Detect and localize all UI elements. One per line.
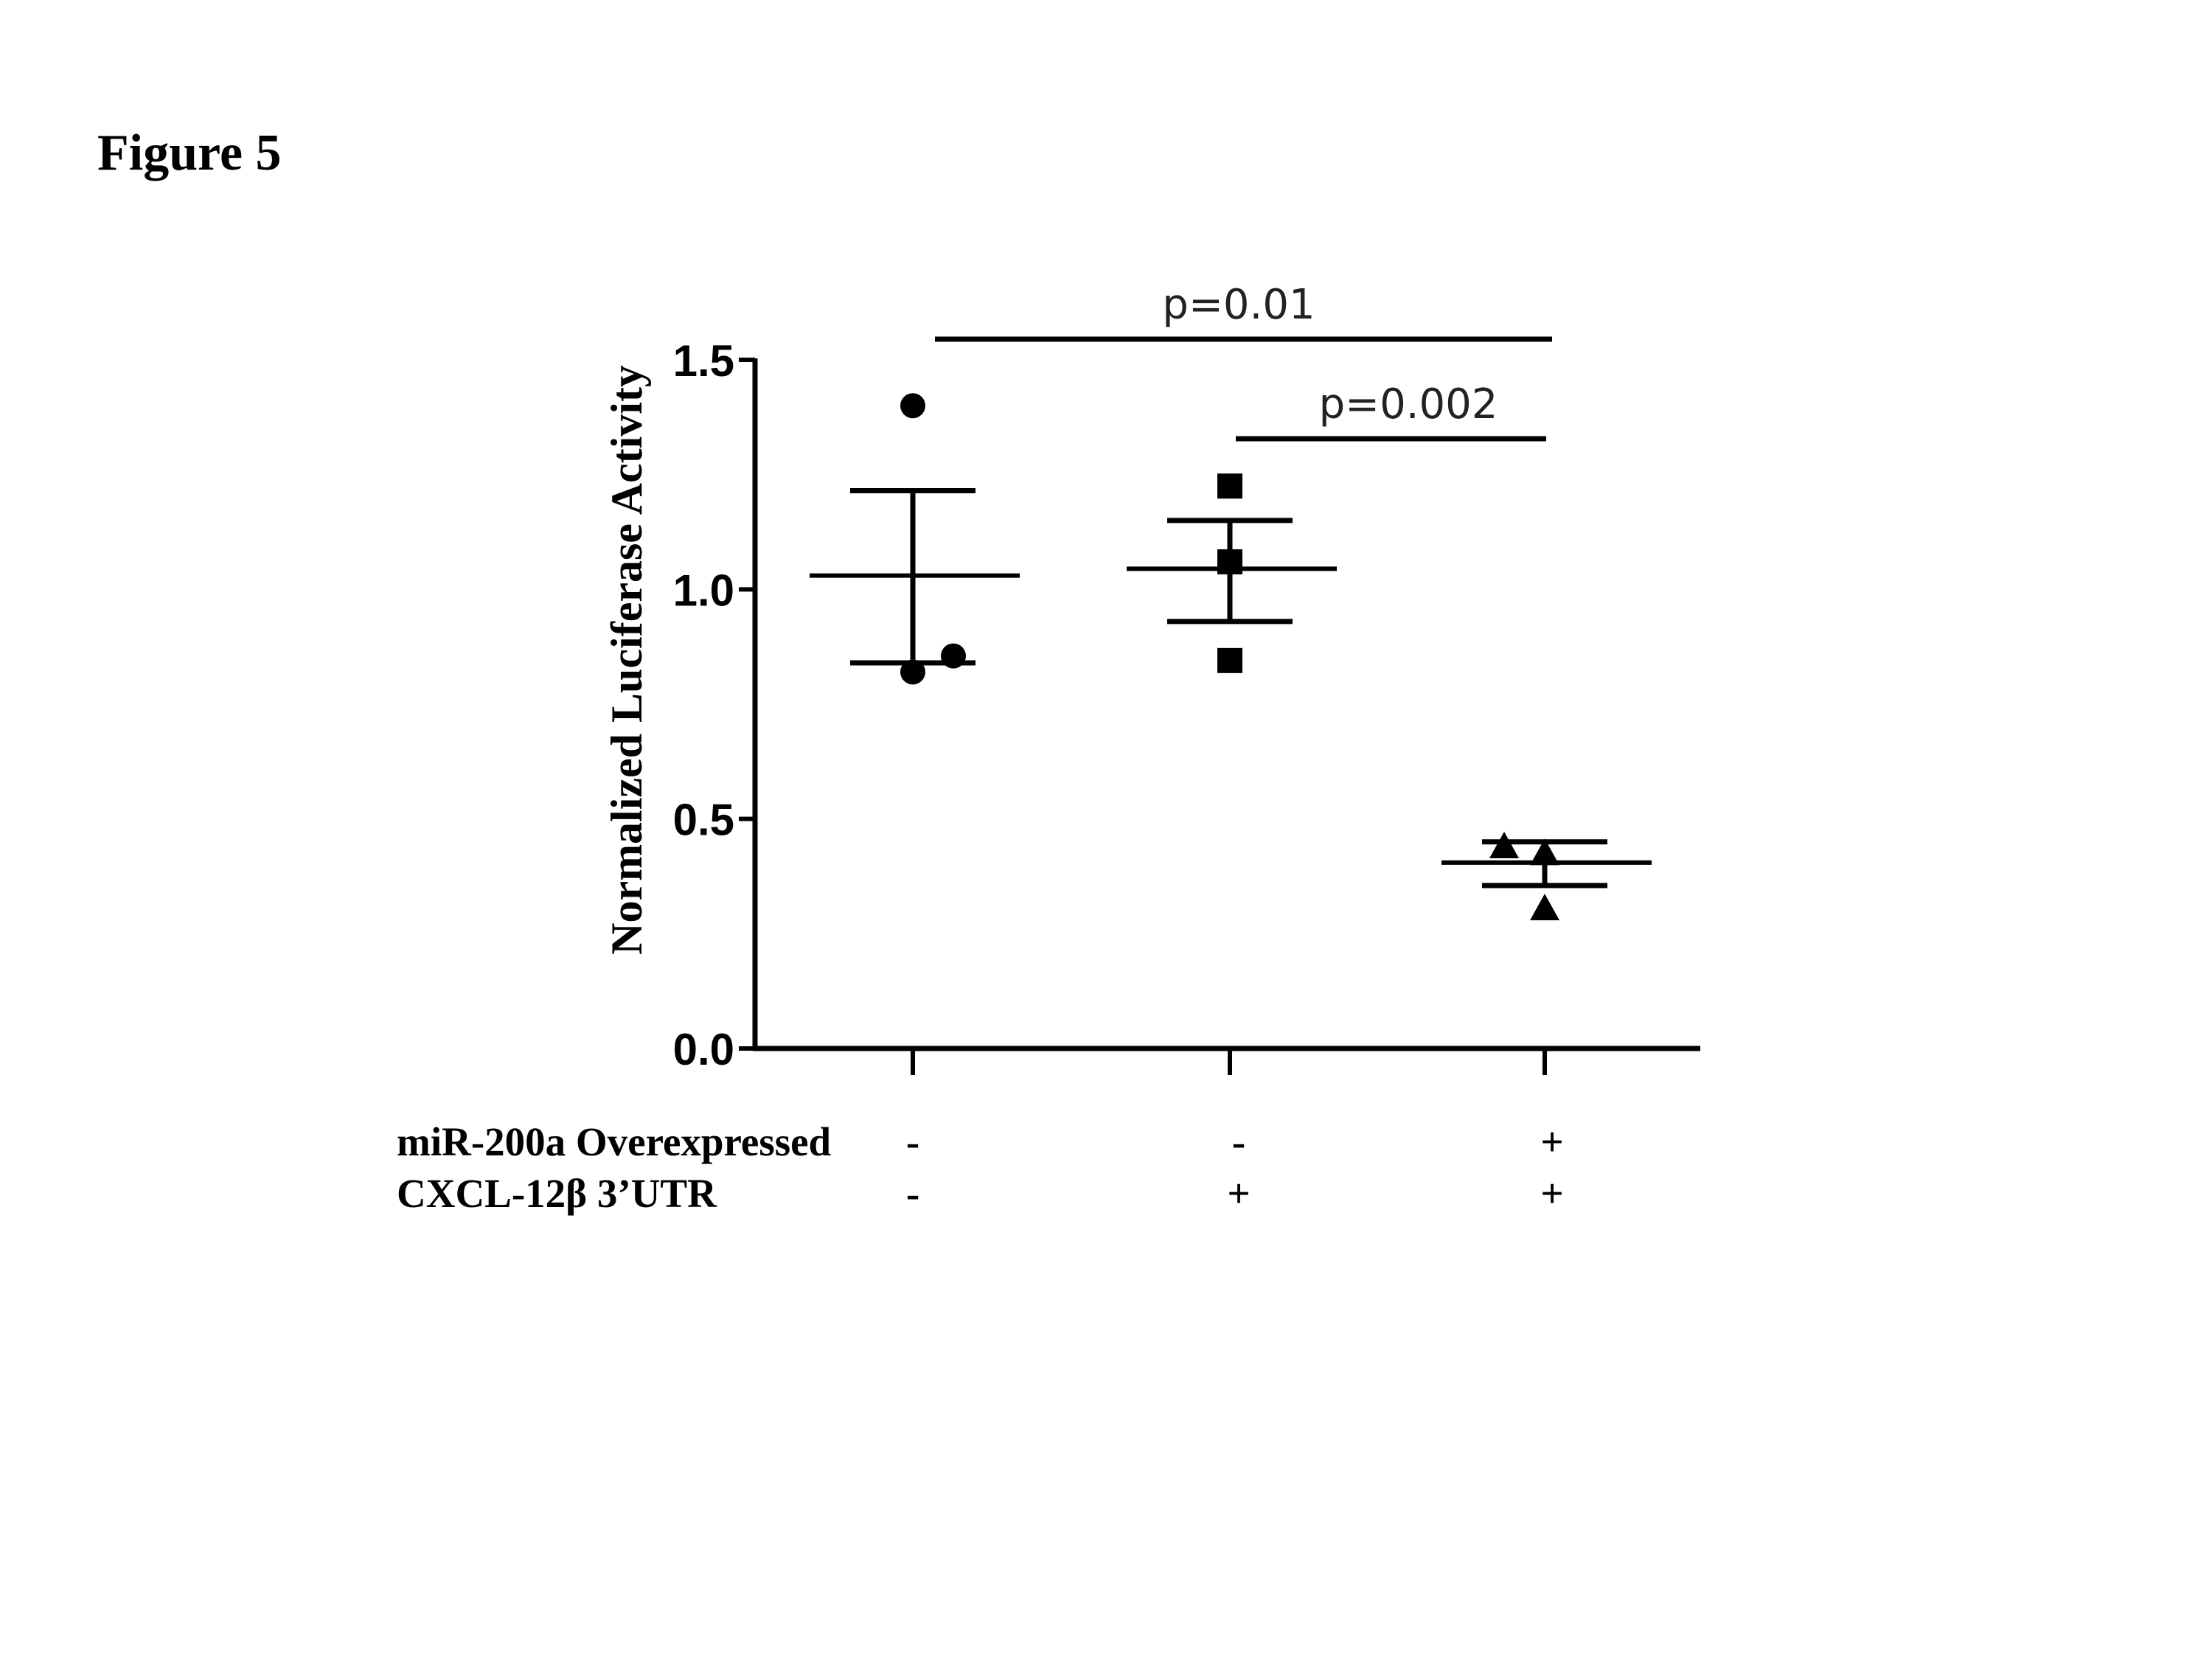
condition-value: -	[906, 1171, 919, 1216]
condition-value: -	[906, 1119, 919, 1164]
data-point-triangle	[1530, 838, 1559, 866]
significance-label: p=0.01	[1162, 281, 1315, 329]
figure-label: Figure 5	[97, 125, 282, 181]
y-tick-label: 0.0	[673, 1025, 734, 1074]
condition-value: +	[1227, 1171, 1250, 1216]
data-point-triangle	[1530, 894, 1559, 921]
y-tick-label: 1.5	[673, 336, 734, 386]
condition-label: CXCL-12β 3’UTR	[397, 1171, 717, 1216]
data-point-triangle	[1489, 832, 1519, 859]
ticks: 0.0 0.5 1.0 1.5	[673, 336, 1547, 1075]
significance-annotations: p=0.01 p=0.002	[935, 281, 1552, 442]
y-tick-label: 1.0	[673, 566, 734, 615]
y-tick-label: 0.5	[673, 796, 734, 845]
condition-label: miR-200a Overexpressed	[397, 1119, 831, 1164]
data-point-circle	[941, 643, 966, 669]
data-point-square	[1217, 473, 1242, 499]
data-marks	[810, 393, 1652, 921]
condition-value: -	[1232, 1119, 1245, 1164]
data-point-square	[1217, 549, 1242, 574]
data-point-circle	[900, 393, 925, 419]
significance-label: p=0.002	[1319, 380, 1498, 428]
data-point-square	[1217, 647, 1242, 673]
condition-value: +	[1540, 1119, 1563, 1164]
y-axis-label: Normalized Luciferase Activity	[602, 365, 651, 955]
condition-table: miR-200a Overexpressed - - + CXCL-12β 3’UTR -…	[397, 1119, 1564, 1216]
condition-value: +	[1540, 1171, 1563, 1216]
axes: Normalized Luciferase Activity	[602, 358, 1700, 1051]
data-point-circle	[900, 659, 925, 685]
